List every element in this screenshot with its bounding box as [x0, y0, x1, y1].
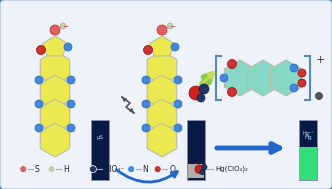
Text: H: H — [63, 165, 69, 174]
Circle shape — [227, 88, 236, 97]
Circle shape — [189, 86, 203, 100]
Circle shape — [157, 25, 167, 35]
Bar — [299, 147, 317, 180]
Circle shape — [202, 164, 207, 170]
Circle shape — [174, 124, 182, 132]
Circle shape — [67, 124, 75, 132]
Text: O: O — [169, 165, 175, 174]
Polygon shape — [224, 60, 256, 96]
Circle shape — [89, 166, 97, 173]
Bar — [188, 164, 204, 178]
Text: +: + — [316, 55, 325, 65]
Circle shape — [174, 100, 182, 108]
Circle shape — [37, 46, 45, 54]
Text: −: − — [62, 24, 68, 30]
Polygon shape — [147, 99, 177, 133]
Circle shape — [200, 170, 205, 175]
Circle shape — [290, 64, 298, 72]
Circle shape — [195, 165, 204, 173]
Polygon shape — [40, 51, 70, 85]
Polygon shape — [147, 51, 177, 85]
Circle shape — [142, 124, 150, 132]
Bar — [187, 120, 205, 180]
Circle shape — [60, 23, 66, 29]
Polygon shape — [247, 60, 279, 96]
Polygon shape — [42, 36, 67, 56]
Polygon shape — [147, 75, 177, 109]
Circle shape — [20, 166, 27, 173]
Polygon shape — [270, 60, 301, 96]
Circle shape — [197, 94, 205, 102]
Circle shape — [48, 166, 55, 173]
Text: Hg²⁺: Hg²⁺ — [302, 132, 314, 136]
Circle shape — [315, 92, 322, 99]
Polygon shape — [40, 99, 70, 133]
Circle shape — [171, 43, 179, 51]
Circle shape — [143, 46, 152, 54]
Text: −: − — [169, 24, 175, 30]
Circle shape — [67, 100, 75, 108]
Circle shape — [220, 74, 228, 82]
Circle shape — [127, 166, 135, 173]
Circle shape — [174, 76, 182, 84]
Circle shape — [67, 76, 75, 84]
Circle shape — [298, 79, 306, 87]
Polygon shape — [40, 123, 70, 157]
Circle shape — [142, 100, 150, 108]
Text: N: N — [143, 165, 148, 174]
Circle shape — [298, 69, 306, 77]
Text: Hg: Hg — [304, 136, 312, 140]
Circle shape — [35, 100, 43, 108]
Circle shape — [290, 84, 298, 92]
Circle shape — [227, 60, 236, 68]
Circle shape — [199, 84, 209, 94]
Text: Hg(ClO₄)₂: Hg(ClO₄)₂ — [215, 166, 248, 172]
Circle shape — [154, 166, 161, 173]
Bar — [91, 120, 109, 180]
Circle shape — [142, 76, 150, 84]
Polygon shape — [150, 36, 174, 56]
Polygon shape — [40, 75, 70, 109]
Circle shape — [64, 43, 72, 51]
Circle shape — [50, 25, 60, 35]
Circle shape — [35, 76, 43, 84]
Text: ClO₄⁻: ClO₄⁻ — [105, 165, 125, 174]
Circle shape — [35, 124, 43, 132]
Text: S: S — [35, 165, 40, 174]
Polygon shape — [147, 123, 177, 157]
Text: μS: μS — [97, 136, 104, 140]
Bar — [299, 120, 317, 180]
Circle shape — [167, 23, 173, 29]
